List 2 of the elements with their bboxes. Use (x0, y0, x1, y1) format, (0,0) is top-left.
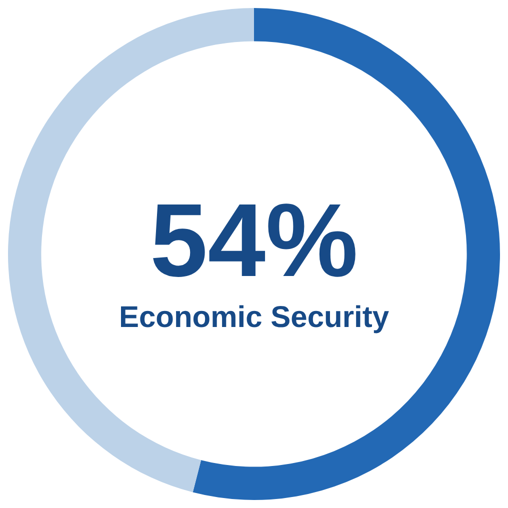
data-label: 54% (150, 183, 358, 299)
slice-label: Economic Security (118, 301, 390, 334)
